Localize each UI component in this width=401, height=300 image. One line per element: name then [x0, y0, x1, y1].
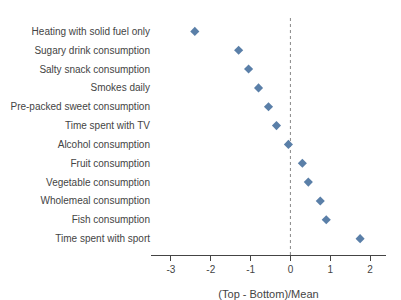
svg-text:1: 1 [327, 264, 333, 275]
svg-text:Alcohol consumption: Alcohol consumption [58, 139, 150, 150]
svg-text:-1: -1 [246, 264, 255, 275]
svg-text:Pre-packed sweet consumption: Pre-packed sweet consumption [10, 101, 150, 112]
svg-text:Heating with solid fuel only: Heating with solid fuel only [32, 26, 150, 37]
svg-text:Smokes daily: Smokes daily [91, 82, 150, 93]
svg-text:2: 2 [367, 264, 373, 275]
svg-text:Vegetable consumption: Vegetable consumption [46, 177, 150, 188]
svg-text:Salty snack consumption: Salty snack consumption [39, 64, 150, 75]
svg-text:-2: -2 [206, 264, 215, 275]
svg-text:Wholemeal consumption: Wholemeal consumption [41, 195, 151, 206]
svg-text:Time spent with sport: Time spent with sport [55, 233, 150, 244]
svg-text:Fruit consumption: Fruit consumption [71, 158, 150, 169]
svg-text:(Top - Bottom)/Mean: (Top - Bottom)/Mean [218, 288, 318, 300]
svg-text:-3: -3 [166, 264, 175, 275]
svg-text:0: 0 [288, 264, 294, 275]
svg-text:Fish consumption: Fish consumption [72, 214, 150, 225]
svg-text:Sugary drink consumption: Sugary drink consumption [34, 45, 150, 56]
svg-text:Time spent with TV: Time spent with TV [65, 120, 150, 131]
